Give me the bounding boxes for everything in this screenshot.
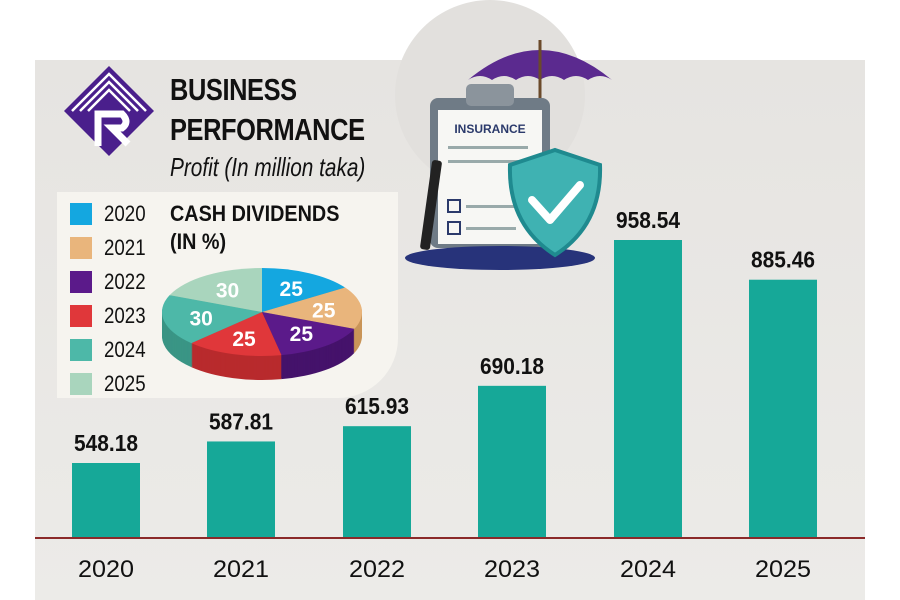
legend-item-2025: 2025 [70, 371, 153, 396]
bar-2025 [749, 279, 817, 537]
pie-slice-2023 [191, 312, 282, 356]
bar-value-label: 958.54 [616, 207, 680, 233]
x-tick-label: 2020 [78, 556, 134, 583]
bar-2020 [72, 462, 140, 537]
bar-2023 [478, 385, 546, 537]
legend-label: 2022 [104, 269, 146, 294]
legend-label: 2021 [104, 235, 146, 260]
pie-value-label: 30 [216, 279, 239, 302]
pie-slice-2020 [262, 268, 346, 312]
pie-slice-2022 [262, 312, 355, 356]
x-tick-label: 2025 [755, 556, 811, 583]
pie-slice-2024 [162, 295, 262, 344]
x-tick-label: 2024 [620, 556, 676, 583]
legend-swatch [70, 373, 92, 395]
legend-item-2022: 2022 [70, 269, 153, 294]
legend-item-2023: 2023 [70, 303, 153, 328]
legend-item-2024: 2024 [70, 337, 153, 362]
bar-2022 [343, 426, 411, 537]
title-line-1: BUSINESS [170, 72, 297, 107]
legend-swatch [70, 339, 92, 361]
legend-swatch [70, 305, 92, 327]
pie-title: CASH DIVIDENDS (IN %) [170, 201, 340, 254]
legend-item-2021: 2021 [70, 235, 153, 260]
subtitle: Profit (In million taka) [170, 152, 366, 182]
pen-icon [420, 160, 442, 250]
bar-value-label: 548.18 [74, 430, 138, 456]
bar-value-label: 885.46 [751, 247, 815, 273]
shield-check-icon [507, 147, 603, 258]
bar-2024 [614, 240, 682, 537]
legend-item-2020: 2020 [70, 201, 153, 226]
x-tick-label: 2021 [213, 556, 269, 583]
pie-value-label: 25 [232, 328, 256, 351]
clipboard-label: INSURANCE [454, 122, 525, 136]
x-tick-label: 2023 [484, 556, 540, 583]
pie-slice-2025 [169, 268, 262, 312]
logo [64, 66, 154, 156]
bar-value-label: 690.18 [480, 353, 544, 379]
x-tick-label: 2022 [349, 556, 405, 583]
legend-label: 2023 [104, 303, 146, 328]
bar-value-label: 587.81 [209, 408, 273, 434]
legend-swatch [70, 237, 92, 259]
pie-slice-2021 [262, 287, 362, 329]
legend-label: 2020 [104, 201, 146, 226]
title-line-2: PERFORMANCE [170, 112, 365, 147]
pie-value-label: 30 [190, 307, 213, 330]
pie-value-label: 25 [280, 278, 304, 301]
bar-value-label: 615.93 [345, 393, 409, 419]
pie-value-label: 25 [290, 323, 314, 346]
bar-2021 [207, 441, 275, 537]
legend-label: 2024 [104, 337, 146, 362]
legend-swatch [70, 271, 92, 293]
legend-swatch [70, 203, 92, 225]
legend-label: 2025 [104, 371, 146, 396]
pie-value-label: 25 [312, 299, 336, 322]
